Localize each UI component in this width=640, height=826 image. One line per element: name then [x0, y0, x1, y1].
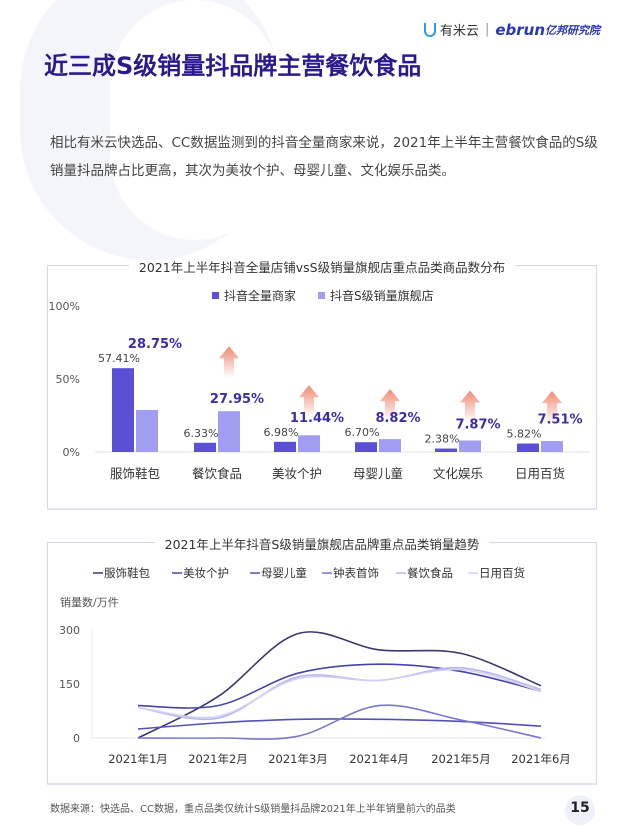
x-tick-label: 2021年1月 — [108, 752, 168, 766]
y-tick-label: 0% — [63, 446, 80, 459]
x-tick-label: 服饰鞋包 — [110, 466, 160, 481]
up-arrow-icon — [542, 391, 562, 424]
x-tick-label: 2021年5月 — [431, 752, 491, 766]
legend-label: 餐饮食品 — [407, 566, 453, 580]
bar — [435, 448, 457, 452]
up-arrow-icon — [380, 389, 400, 422]
up-arrow-icon — [460, 390, 480, 423]
bar — [298, 435, 320, 452]
data-label: 7.87% — [455, 418, 500, 433]
series-line — [137, 704, 542, 740]
bar — [112, 368, 134, 452]
bar-chart-panel: 2021年上半年抖音全量店铺vsS级销量旗舰店重点品类商品数分布 — [47, 260, 597, 510]
y-tick-label: 100% — [49, 300, 80, 313]
legend-label: 美妆个护 — [183, 566, 229, 580]
data-label: 6.98% — [264, 426, 299, 439]
page-number: 15 — [565, 795, 595, 825]
logo-ebrun: ebrun — [495, 20, 545, 39]
data-label: 7.51% — [537, 413, 582, 428]
y-axis-label: 销量数/万件 — [60, 595, 119, 609]
bar — [517, 443, 539, 452]
legend-swatch — [212, 292, 219, 299]
legend-label: 服饰鞋包 — [104, 566, 150, 580]
series-line — [137, 666, 542, 721]
bar — [136, 410, 158, 452]
x-tick-label: 文化娱乐 — [433, 466, 483, 481]
x-tick-label: 日用百货 — [515, 466, 565, 481]
logo-youmiyun: 有米云 — [439, 24, 479, 39]
data-label: 28.75% — [128, 337, 182, 352]
data-label: 11.44% — [290, 411, 344, 426]
legend-label: 母婴儿童 — [261, 566, 307, 580]
y-tick-label: 300 — [59, 624, 80, 637]
bar — [355, 442, 377, 452]
logo-divider: | — [484, 22, 490, 37]
legend-label: 抖音S级销量旗舰店 — [330, 288, 434, 303]
data-label: 6.33% — [184, 427, 219, 440]
line-chart-panel: 2021年上半年抖音S级销量旗舰店品牌重点品类销量趋势 — [47, 537, 597, 785]
bar — [218, 411, 240, 452]
series-line — [137, 663, 542, 709]
bar — [459, 440, 481, 452]
legend-label: 钟表首饰 — [333, 566, 379, 580]
x-tick-label: 2021年6月 — [511, 752, 571, 766]
background-shape — [110, 0, 280, 240]
data-label: 27.95% — [210, 392, 264, 407]
bar — [541, 441, 563, 452]
series-line — [137, 631, 542, 739]
data-label: 5.82% — [507, 428, 542, 441]
bar — [274, 441, 296, 452]
data-label: 57.41% — [98, 352, 140, 365]
up-arrow-icon — [219, 346, 239, 379]
bar-chart-title: 2021年上半年抖音全量店铺vsS级销量旗舰店重点品类商品数分布 — [128, 260, 516, 275]
page-title: 近三成S级销量抖品牌主营餐饮食品 — [44, 52, 422, 80]
up-arrow-icon — [299, 385, 319, 418]
y-tick-label: 150 — [59, 678, 80, 691]
line-chart-title: 2021年上半年抖音S级销量旗舰店品牌重点品类销量趋势 — [154, 537, 490, 552]
x-tick-label: 2021年4月 — [349, 752, 409, 766]
legend-label: 日用百货 — [479, 566, 525, 580]
series-line — [137, 668, 542, 719]
x-tick-label: 餐饮食品 — [192, 466, 242, 481]
brand-logos: 有米云 | ebrun 亿邦研究院 — [423, 20, 600, 39]
legend-label: 抖音全量商家 — [224, 288, 296, 303]
x-tick-label: 母婴儿童 — [353, 466, 403, 481]
data-source-note: 数据来源：快选品、CC数据，重点品类仅统计S级销量抖品牌2021年上半年销量前六… — [50, 804, 456, 815]
youmiyun-logo-icon — [423, 22, 436, 37]
summary-paragraph: 相比有米云快选品、CC数据监测到的抖音全量商家来说，2021年上半年主营餐饮食品… — [50, 135, 598, 179]
legend-swatch — [318, 292, 325, 299]
logo-ebrun-cn: 亿邦研究院 — [545, 23, 600, 37]
x-tick-label: 2021年3月 — [268, 752, 328, 766]
data-label: 8.82% — [375, 411, 420, 426]
data-label: 6.70% — [345, 426, 380, 439]
y-tick-label: 0 — [73, 732, 80, 745]
bar — [194, 442, 216, 452]
x-tick-label: 2021年2月 — [188, 752, 248, 766]
bar — [379, 439, 401, 452]
x-tick-label: 美妆个护 — [272, 466, 322, 481]
y-tick-label: 50% — [56, 373, 80, 386]
data-label: 2.38% — [425, 433, 460, 446]
